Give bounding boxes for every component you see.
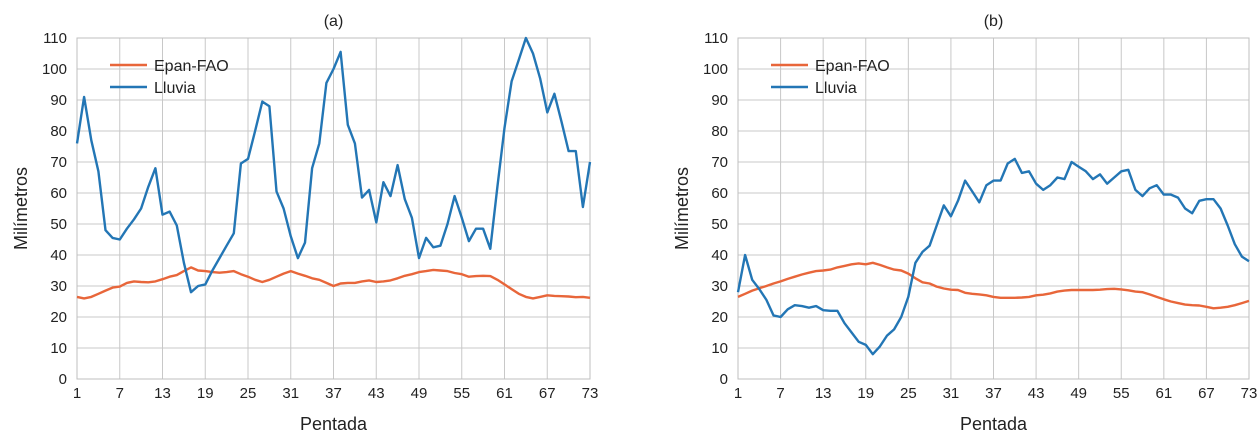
y-tick-label: 60 xyxy=(711,185,728,202)
y-tick-label: 0 xyxy=(59,371,67,388)
legend-label: Epan-FAO xyxy=(815,58,890,75)
y-tick-label: 20 xyxy=(50,309,67,326)
x-tick-label: 1 xyxy=(734,385,742,402)
series-line-lluvia xyxy=(75,36,592,294)
y-tick-label: 10 xyxy=(50,340,67,357)
x-tick-label: 1 xyxy=(73,385,81,402)
x-tick-label: 37 xyxy=(985,385,1002,402)
y-tick-label: 20 xyxy=(711,309,728,326)
y-tick-label: 110 xyxy=(43,30,67,47)
chart-panel-2: 1 7 13 19 25 31 37 43 49 55 61 67 73 0 10 20 30 40 50 60 70 8… xyxy=(672,13,1258,434)
series-line-epan-fao xyxy=(76,266,591,300)
y-tick-label: 30 xyxy=(50,278,67,295)
x-tick-label: 49 xyxy=(411,385,428,402)
y-tick-label: 70 xyxy=(711,154,728,171)
x-tick-label: 37 xyxy=(325,385,342,402)
chart-title: (b) xyxy=(984,13,1004,30)
chart-panel-1: 1 7 13 19 25 31 37 43 49 55 61 67 73 0 10 20 30 40 50 60 70 8… xyxy=(11,13,599,434)
legend-label: Lluvia xyxy=(815,80,857,97)
y-tick-label: 10 xyxy=(711,340,728,357)
x-tick-label: 31 xyxy=(282,385,299,402)
plot-frame xyxy=(737,37,1250,380)
x-tick-label: 73 xyxy=(582,385,599,402)
x-tick-label: 55 xyxy=(453,385,470,402)
y-tick-label: 60 xyxy=(50,185,67,202)
legend-label: Epan-FAO xyxy=(154,58,229,75)
x-tick-label: 67 xyxy=(539,385,556,402)
x-tick-label: 7 xyxy=(116,385,124,402)
y-axis-label: Milímetros xyxy=(11,167,31,250)
x-axis-label: Pentada xyxy=(300,414,368,433)
x-tick-label: 19 xyxy=(857,385,874,402)
y-tick-label: 100 xyxy=(42,61,67,78)
legend: Epan-FAO Lluvia xyxy=(771,58,890,97)
x-tick-label: 49 xyxy=(1070,385,1087,402)
y-tick-label: 80 xyxy=(50,123,67,140)
y-tick-label: 100 xyxy=(703,61,728,78)
x-tick-label: 19 xyxy=(197,385,214,402)
y-tick-label: 50 xyxy=(50,216,67,233)
plot-frame xyxy=(76,37,591,380)
y-tick-label: 40 xyxy=(711,247,728,264)
chart-title: (a) xyxy=(324,13,344,30)
y-tick-label: 90 xyxy=(50,92,67,109)
y-tick-label: 110 xyxy=(704,30,728,47)
legend-label: Lluvia xyxy=(154,80,196,97)
x-tick-label: 67 xyxy=(1198,385,1215,402)
x-tick-label: 61 xyxy=(1155,385,1172,402)
y-tick-label: 90 xyxy=(711,92,728,109)
y-tick-label: 30 xyxy=(711,278,728,295)
y-axis-label: Milímetros xyxy=(672,167,692,250)
x-axis-label: Pentada xyxy=(960,414,1028,433)
legend: Epan-FAO Lluvia xyxy=(110,58,229,97)
x-tick-label: 43 xyxy=(368,385,385,402)
series-line-epan-fao xyxy=(737,261,1250,310)
y-tick-label: 40 xyxy=(50,247,67,264)
y-tick-label: 50 xyxy=(711,216,728,233)
x-tick-label: 73 xyxy=(1241,385,1258,402)
x-tick-label: 55 xyxy=(1113,385,1130,402)
y-tick-label: 80 xyxy=(711,123,728,140)
x-tick-label: 25 xyxy=(240,385,257,402)
x-tick-label: 43 xyxy=(1028,385,1045,402)
y-tick-label: 0 xyxy=(720,371,728,388)
x-tick-label: 13 xyxy=(154,385,171,402)
x-tick-label: 7 xyxy=(776,385,784,402)
x-tick-label: 25 xyxy=(900,385,917,402)
x-tick-label: 13 xyxy=(815,385,832,402)
x-tick-label: 31 xyxy=(943,385,960,402)
x-tick-label: 61 xyxy=(496,385,513,402)
series-line-lluvia xyxy=(736,157,1250,356)
y-tick-label: 70 xyxy=(50,154,67,171)
